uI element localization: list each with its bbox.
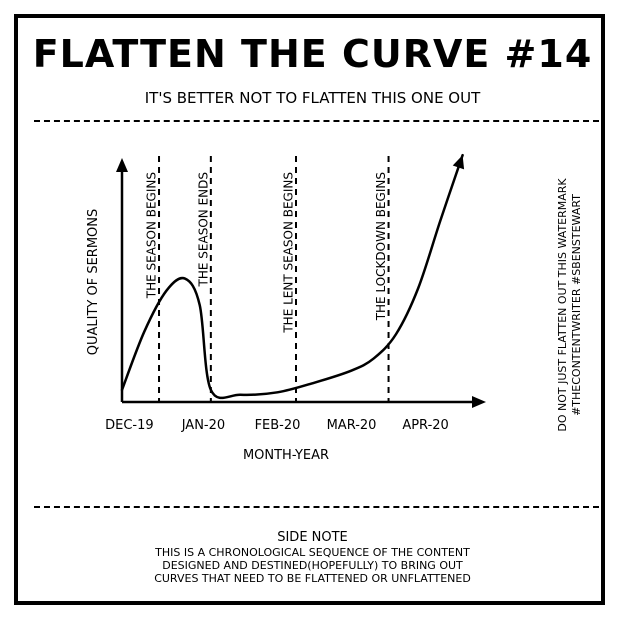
side-note-heading: SIDE NOTE [277,530,348,545]
side-note-line: CURVES THAT NEED TO BE FLATTENED OR UNFL… [154,572,471,585]
page-title: FLATTEN THE CURVE #14 [32,32,593,76]
x-axis-label: MONTH-YEAR [243,448,329,463]
watermark-line: #THECONTENTWRITER #SBENSTEWART [570,194,583,416]
annotation-label: THE LOCKDOWN BEGINS [374,172,388,321]
series-line [120,153,464,400]
x-tick-label: FEB-20 [255,418,301,433]
annotation-label: THE SEASON BEGINS [145,172,159,299]
page-subtitle: IT'S BETTER NOT TO FLATTEN THIS ONE OUT [144,89,481,107]
annotation-label: THE SEASON ENDS [196,172,210,287]
side-note-line: THIS IS A CHRONOLOGICAL SEQUENCE OF THE … [155,546,470,559]
series-arrowhead [452,155,465,170]
x-tick-label: DEC-19 [105,418,154,433]
watermark-text: DO NOT JUST FLATTEN OUT THIS WATERMARK #… [556,178,584,431]
y-axis-label: QUALITY OF SERMONS [86,209,101,356]
side-note-line: DESIGNED AND DESTINED(HOPEFULLY) TO BRIN… [162,559,463,572]
side-note: SIDE NOTE THIS IS A CHRONOLOGICAL SEQUEN… [0,530,625,585]
chart-series [120,153,465,400]
x-tick-label: MAR-20 [327,418,377,433]
annotation-label: THE LENT SEASON BEGINS [282,172,296,334]
y-axis-arrow [116,158,128,172]
x-axis-arrow [472,396,486,408]
watermark-line: DO NOT JUST FLATTEN OUT THIS WATERMARK [556,178,569,432]
x-tick-label: JAN-20 [181,418,225,433]
bottom-divider [34,506,599,508]
chart-annotations: THE SEASON BEGINS THE SEASON ENDS THE LENT… [145,156,390,402]
x-tick-labels: DEC-19 JAN-20 FEB-20 MAR-20 APR-20 [105,418,449,433]
x-tick-label: APR-20 [402,418,448,433]
chart-axes [116,158,486,408]
top-divider [34,120,599,122]
